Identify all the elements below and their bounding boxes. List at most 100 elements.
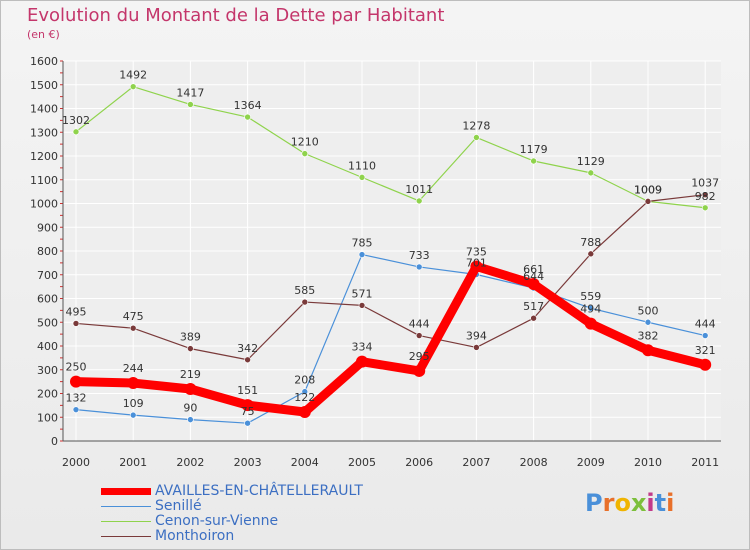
data-label: 517	[523, 300, 544, 313]
y-tick-label: 500	[37, 316, 58, 329]
y-tick-label: 300	[37, 364, 58, 377]
data-label: 1364	[234, 99, 262, 112]
data-point	[72, 128, 80, 136]
x-tick-label: 2005	[348, 456, 376, 469]
data-label: 244	[123, 362, 144, 375]
data-point	[530, 314, 537, 322]
chart-title: Evolution du Montant de la Dette par Hab…	[27, 5, 445, 26]
series-line	[71, 261, 710, 417]
y-tick-label: 1000	[30, 198, 58, 211]
x-tick-label: 2008	[520, 456, 548, 469]
data-label: 1110	[348, 159, 376, 172]
data-label: 109	[123, 397, 144, 410]
data-point	[244, 419, 251, 427]
data-label: 1278	[462, 119, 490, 132]
y-tick-label: 600	[37, 293, 58, 306]
y-tick-label: 1600	[30, 55, 58, 68]
x-tick-label: 2010	[634, 456, 662, 469]
data-point	[530, 157, 537, 165]
legend-swatch	[101, 535, 151, 538]
legend-label: Senillé	[155, 498, 202, 514]
y-tick-label: 1300	[30, 126, 58, 139]
data-label: 75	[241, 405, 255, 418]
data-point	[129, 83, 137, 90]
data-label: 90	[183, 402, 197, 415]
series-line	[75, 86, 706, 209]
data-point	[244, 113, 251, 121]
data-point	[187, 416, 194, 423]
data-label: 735	[466, 245, 487, 258]
data-label: 1492	[119, 69, 147, 82]
data-point	[701, 204, 709, 212]
data-label: 382	[638, 329, 659, 342]
data-label: 389	[180, 331, 201, 344]
data-point	[470, 260, 483, 273]
data-label: 250	[66, 361, 87, 374]
data-label: 788	[580, 236, 601, 249]
x-tick-label: 2002	[176, 456, 204, 469]
y-tick-label: 700	[37, 269, 58, 282]
data-label: 661	[523, 263, 544, 276]
data-label: 559	[580, 290, 601, 303]
data-label: 571	[352, 287, 373, 300]
series-line	[75, 194, 706, 361]
data-point	[358, 302, 366, 309]
data-label: 295	[409, 350, 430, 363]
y-tick-label: 1500	[30, 79, 58, 92]
data-point	[301, 150, 309, 157]
data-point	[356, 355, 368, 368]
x-tick-label: 2001	[119, 456, 147, 469]
data-point	[701, 332, 709, 339]
data-point	[699, 358, 712, 371]
data-label: 500	[638, 304, 659, 317]
y-tick-label: 200	[37, 388, 58, 401]
data-point	[187, 345, 194, 352]
data-point	[358, 174, 366, 181]
data-label: 122	[294, 391, 315, 404]
data-point	[72, 406, 80, 413]
data-label: 1417	[176, 86, 204, 99]
data-label: 208	[294, 374, 315, 387]
y-tick-label: 1200	[30, 150, 58, 163]
y-tick-label: 0	[51, 435, 58, 448]
proxiti-logo: Proxiti	[585, 489, 675, 517]
data-label: 132	[66, 392, 87, 405]
data-label: 151	[237, 384, 258, 397]
legend-swatch	[101, 505, 151, 508]
data-point	[413, 364, 426, 377]
x-tick-label: 2007	[462, 456, 490, 469]
legend-label: AVAILLES-EN-CHÂTELLERAULT	[155, 483, 363, 499]
y-tick-label: 1400	[30, 103, 58, 116]
legend-swatch	[101, 520, 151, 523]
data-point	[415, 263, 423, 271]
data-label: 1037	[691, 177, 719, 190]
y-tick-label: 1100	[30, 174, 58, 187]
data-point	[358, 251, 366, 258]
chart-legend: AVAILLES-EN-CHÂTELLERAULT Senillé Cenon-su…	[101, 484, 363, 544]
legend-item: Cenon-sur-Vienne	[101, 514, 363, 529]
data-point	[184, 382, 197, 395]
data-label: 1009	[634, 183, 662, 196]
data-point	[127, 377, 140, 390]
data-label: 785	[352, 237, 373, 250]
data-label: 1302	[62, 114, 90, 127]
chart-unit: (en €)	[27, 28, 60, 41]
data-point	[415, 197, 423, 205]
data-point	[415, 332, 423, 339]
legend-swatch	[101, 488, 151, 495]
data-point	[301, 388, 309, 395]
x-tick-label: 2000	[62, 456, 90, 469]
data-label: 733	[409, 249, 430, 262]
data-label: 982	[695, 190, 716, 203]
data-label: 644	[523, 270, 544, 283]
data-point	[187, 101, 194, 108]
data-point	[587, 304, 595, 312]
x-tick-label: 2011	[691, 456, 719, 469]
x-tick-label: 2006	[405, 456, 433, 469]
data-label: 1011	[405, 183, 433, 196]
data-point	[244, 356, 251, 364]
data-point	[644, 318, 652, 326]
series-line	[75, 253, 706, 424]
data-point	[70, 375, 82, 388]
